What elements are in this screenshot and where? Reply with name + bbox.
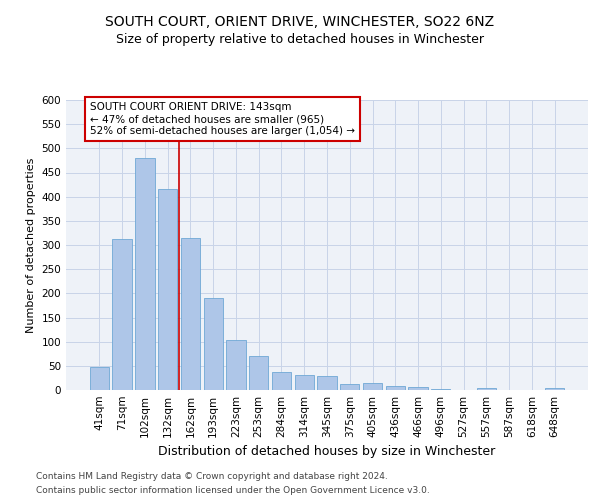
Bar	[158, 190, 178, 390]
Bar	[545, 388, 564, 390]
Text: Size of property relative to detached houses in Winchester: Size of property relative to detached ho…	[116, 32, 484, 46]
Text: Contains HM Land Registry data © Crown copyright and database right 2024.: Contains HM Land Registry data © Crown c…	[36, 472, 388, 481]
Bar	[226, 340, 245, 390]
Bar	[135, 158, 155, 390]
Bar	[476, 388, 496, 390]
Bar	[363, 383, 382, 390]
Bar	[317, 376, 337, 390]
Bar	[340, 384, 359, 390]
Bar	[203, 298, 223, 390]
Y-axis label: Number of detached properties: Number of detached properties	[26, 158, 36, 332]
Bar	[249, 356, 268, 390]
Text: SOUTH COURT ORIENT DRIVE: 143sqm
← 47% of detached houses are smaller (965)
52% : SOUTH COURT ORIENT DRIVE: 143sqm ← 47% o…	[90, 102, 355, 136]
Bar	[295, 374, 314, 390]
Text: Contains public sector information licensed under the Open Government Licence v3: Contains public sector information licen…	[36, 486, 430, 495]
Bar	[90, 368, 109, 390]
Bar	[181, 238, 200, 390]
Bar	[431, 388, 451, 390]
Bar	[386, 386, 405, 390]
Text: SOUTH COURT, ORIENT DRIVE, WINCHESTER, SO22 6NZ: SOUTH COURT, ORIENT DRIVE, WINCHESTER, S…	[106, 15, 494, 29]
Bar	[272, 372, 291, 390]
X-axis label: Distribution of detached houses by size in Winchester: Distribution of detached houses by size …	[158, 446, 496, 458]
Bar	[409, 387, 428, 390]
Bar	[112, 239, 132, 390]
